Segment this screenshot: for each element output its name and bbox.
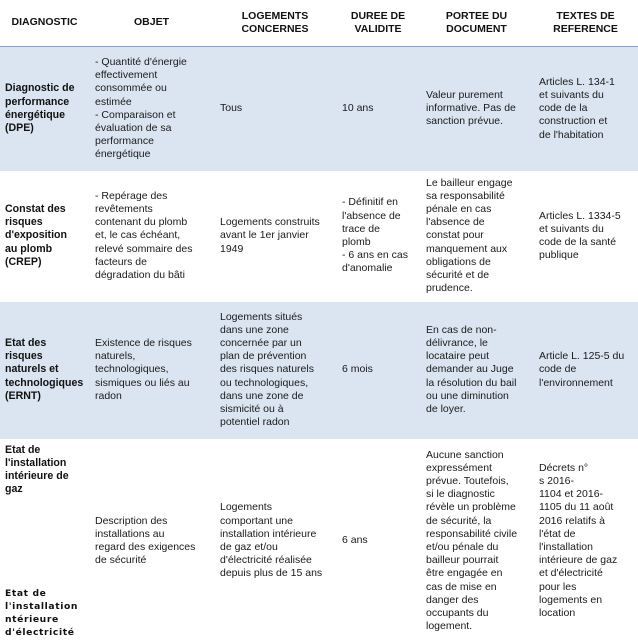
table-row: Constat des risques d'exposition au plom…: [0, 170, 638, 302]
table-row: Etat de l'installation intérieure de gaz…: [0, 438, 638, 644]
header-textes: TEXTES DE REFERENCE: [533, 0, 638, 47]
cell-duree: 6 mois: [336, 301, 420, 439]
cell-diagnostic: Etat de l'installation intérieure de gaz…: [0, 438, 89, 644]
cell-objet: Existence de risques naturels, technolog…: [89, 301, 214, 439]
cell-diagnostic: Constat des risques d'exposition au plom…: [0, 170, 89, 302]
diagnostic-gaz-label: Etat de l'installation intérieure de gaz: [5, 443, 69, 496]
cell-objet: Description des installations au regard …: [89, 438, 214, 644]
cell-objet: - Quantité d'énergie effectivement conso…: [89, 46, 214, 171]
cell-textes: Article L. 125-5 du code de l'environnem…: [533, 301, 638, 439]
header-row: DIAGNOSTIC OBJET LOGEMENTS CONCERNES DUR…: [0, 0, 638, 47]
cell-duree: 10 ans: [336, 46, 420, 171]
cell-duree: - Définitif en l'absence de trace de plo…: [336, 170, 420, 302]
table-row: Etat des risques naturels et technologiq…: [0, 301, 638, 439]
header-portee: PORTEE DU DOCUMENT: [420, 0, 533, 47]
cell-objet: - Repérage des revêtements contenant du …: [89, 170, 214, 302]
cell-logements: Logements construits avant le 1er janvie…: [214, 170, 336, 302]
cell-logements: Logements situés dans une zone concernée…: [214, 301, 336, 439]
cell-logements: Logements comportant une installation in…: [214, 438, 336, 644]
cell-textes: Articles L. 1334-5 et suivants du code d…: [533, 170, 638, 302]
cell-textes: Décrets n° s 2016- 1104 et 2016- 1105 du…: [533, 438, 638, 644]
cell-logements: Tous: [214, 46, 336, 171]
cell-diagnostic: Etat des risques naturels et technologiq…: [0, 301, 89, 439]
cell-textes: Articles L. 134-1 et suivants du code de…: [533, 46, 638, 171]
header-objet: OBJET: [89, 0, 214, 47]
cell-portee: En cas de non- délivrance, le locataire …: [420, 301, 533, 439]
header-duree: DUREE DE VALIDITE: [336, 0, 420, 47]
header-diagnostic: DIAGNOSTIC: [0, 0, 89, 47]
cell-portee: Valeur purement informative. Pas de sanc…: [420, 46, 533, 171]
cell-diagnostic: Diagnostic de performance énergétique (D…: [0, 46, 89, 171]
cell-portee: Aucune sanction expressément prévue. Tou…: [420, 438, 533, 644]
cell-portee: Le bailleur engage sa responsabilité pén…: [420, 170, 533, 302]
diagnostic-electricite-label: Etat de l'installation ntérieure d'élect…: [5, 587, 79, 638]
cell-duree: 6 ans: [336, 438, 420, 644]
table-row: Diagnostic de performance énergétique (D…: [0, 46, 638, 171]
header-logements: LOGEMENTS CONCERNES: [214, 0, 336, 47]
